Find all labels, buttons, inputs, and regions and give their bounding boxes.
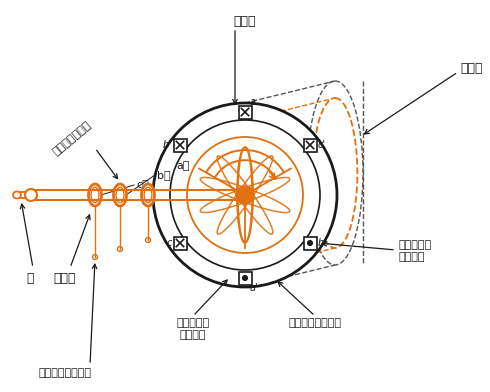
- Ellipse shape: [25, 189, 37, 201]
- Ellipse shape: [142, 184, 154, 206]
- Text: a相: a相: [176, 161, 190, 171]
- Text: （導体）: （導体）: [398, 252, 424, 262]
- Bar: [173, 138, 187, 151]
- Bar: [239, 272, 251, 285]
- Text: b相: b相: [157, 170, 171, 180]
- Ellipse shape: [13, 192, 21, 198]
- Bar: [239, 105, 251, 118]
- Circle shape: [236, 186, 254, 204]
- Text: 回転磁界の: 回転磁界の: [176, 318, 210, 328]
- Text: 回転子の回転方向: 回転子の回転方向: [289, 318, 342, 328]
- Bar: [303, 138, 317, 151]
- Text: c': c': [318, 140, 326, 150]
- Text: 軸: 軸: [26, 272, 34, 285]
- Text: 電機子巻線: 電機子巻線: [398, 240, 431, 250]
- Text: b': b': [163, 140, 172, 150]
- Text: 固定子: 固定子: [460, 62, 483, 74]
- Text: スリップリング: スリップリング: [51, 119, 93, 157]
- Text: b: b: [318, 238, 324, 248]
- Circle shape: [243, 276, 247, 280]
- Text: a: a: [250, 97, 256, 107]
- Ellipse shape: [114, 184, 126, 206]
- Text: ブラシ: ブラシ: [54, 272, 76, 285]
- Circle shape: [153, 103, 337, 287]
- Text: 回転子: 回転子: [234, 15, 256, 28]
- Ellipse shape: [89, 184, 101, 206]
- Text: 回転方向: 回転方向: [180, 330, 206, 340]
- Circle shape: [308, 241, 312, 245]
- Bar: [303, 236, 317, 249]
- Text: c: c: [167, 238, 172, 248]
- Text: c相: c相: [136, 180, 149, 190]
- Text: a': a': [250, 283, 259, 293]
- Bar: [173, 236, 187, 249]
- Text: 回転子巻線の端子: 回転子巻線の端子: [39, 368, 92, 378]
